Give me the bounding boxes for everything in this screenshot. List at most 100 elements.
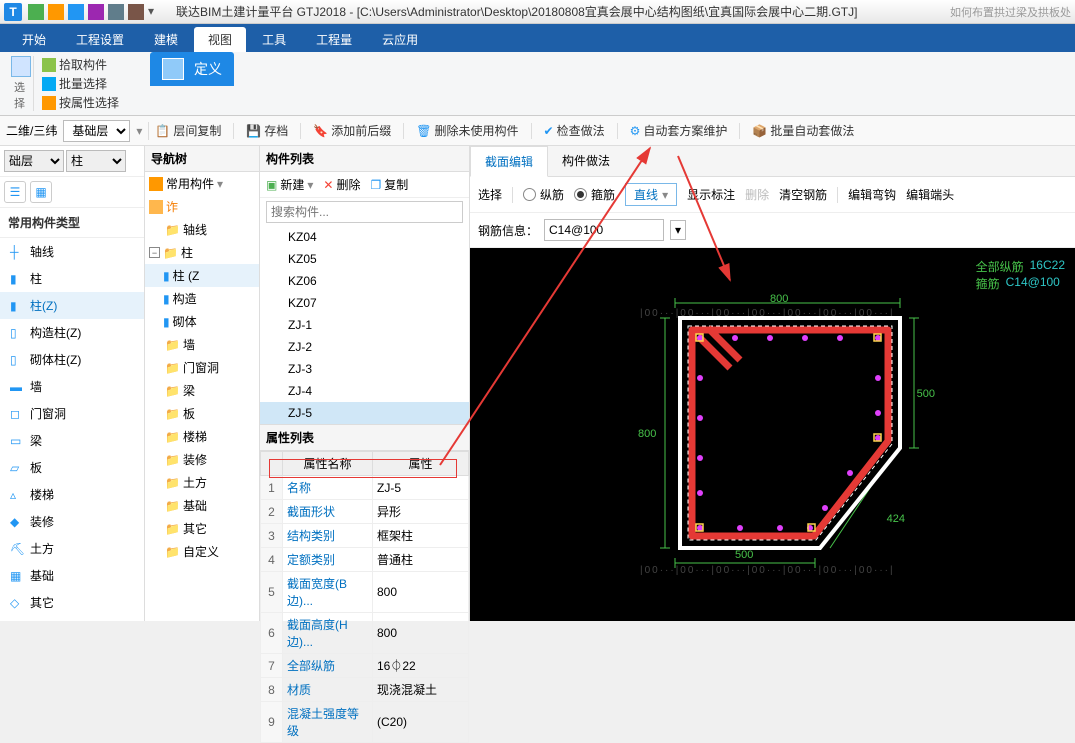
component-item-4[interactable]: ZJ-1 [260, 314, 469, 336]
category-item-0[interactable]: ┼轴线 [0, 238, 144, 265]
nav-item-6[interactable]: 📁楼梯 [145, 425, 259, 448]
nav-common-button[interactable]: 常用构件▾ [145, 172, 259, 195]
quick-access-toolbar[interactable]: ▾ [28, 4, 164, 20]
property-row-6[interactable]: 7全部纵筋16⏀22 [261, 654, 469, 678]
category-item-10[interactable]: ◆装修 [0, 508, 144, 535]
nav-item-10[interactable]: 📁其它 [145, 517, 259, 540]
subtool-2[interactable]: 🔖添加前后缀 [313, 122, 391, 139]
dimension-mode-label: 二维/三纬 [6, 122, 57, 139]
floor-select[interactable]: 础层 [4, 150, 64, 172]
property-table[interactable]: 属性名称属性 1名称ZJ-52截面形状异形3结构类别框架柱4定额类别普通柱5截面… [260, 451, 469, 743]
nav-child-1-2[interactable]: ▮砌体 [145, 310, 259, 333]
tab-component-method[interactable]: 构件做法 [548, 146, 624, 176]
layer-select[interactable]: 基础层 [63, 120, 130, 142]
component-item-5[interactable]: ZJ-2 [260, 336, 469, 358]
nav-item-0[interactable]: 📁轴线 [145, 218, 259, 241]
component-item-2[interactable]: KZ06 [260, 270, 469, 292]
category-item-12[interactable]: ▦基础 [0, 562, 144, 589]
subtool-0[interactable]: 📋层间复制 [155, 122, 221, 139]
title-bar: T ▾ 联达BIM土建计量平台 GTJ2018 - [C:\Users\Admi… [0, 0, 1075, 24]
clear-rebar-button[interactable]: 清空钢筋 [779, 186, 827, 203]
component-search-input[interactable] [266, 201, 463, 223]
nav-child-1-0[interactable]: ▮柱 (Z [145, 264, 259, 287]
edit-end-button[interactable]: 编辑端头 [906, 186, 954, 203]
radio-longitudinal[interactable]: 纵筋 [523, 186, 564, 203]
ribbon-tab-1[interactable]: 工程设置 [62, 27, 138, 52]
nav-item-2[interactable]: 📁墙 [145, 333, 259, 356]
radio-stirrup[interactable]: 箍筋 [574, 186, 615, 203]
subtool-4[interactable]: ✔检查做法 [544, 122, 605, 139]
delete-rebar-button[interactable]: 删除 [745, 186, 769, 203]
property-row-0[interactable]: 1名称ZJ-5 [261, 476, 469, 500]
select-tool[interactable]: 选择 [478, 186, 502, 203]
rebar-info-input[interactable] [544, 219, 664, 241]
category-select[interactable]: 柱 [66, 150, 126, 172]
nav-item-9[interactable]: 📁基础 [145, 494, 259, 517]
select-mode-big-icon[interactable] [11, 56, 31, 77]
category-item-7[interactable]: ▭梁 [0, 427, 144, 454]
nav-item-4[interactable]: 📁梁 [145, 379, 259, 402]
cube-icon [162, 58, 184, 80]
property-row-5[interactable]: 6截面高度(H边)...800 [261, 613, 469, 654]
nav-item-8[interactable]: 📁土方 [145, 471, 259, 494]
subtool-1[interactable]: 💾存档 [246, 122, 288, 139]
component-item-7[interactable]: ZJ-4 [260, 380, 469, 402]
view-icon-2[interactable]: ▦ [30, 181, 52, 203]
view-icon-1[interactable]: ☰ [4, 181, 26, 203]
new-button[interactable]: ▣新建▾ [266, 176, 313, 193]
category-item-5[interactable]: ▬墙 [0, 373, 144, 400]
nav-item-7[interactable]: 📁装修 [145, 448, 259, 471]
nav-item-11[interactable]: 📁自定义 [145, 540, 259, 563]
property-row-3[interactable]: 4定额类别普通柱 [261, 548, 469, 572]
section-canvas[interactable]: 全部纵筋16C22 箍筋C14@100 800 500 424 500 800 … [470, 248, 1075, 621]
batch-select-button[interactable]: 批量选择 [42, 75, 119, 92]
ribbon-tab-6[interactable]: 云应用 [368, 27, 432, 52]
select-by-property-button[interactable]: 按属性选择 [42, 94, 119, 111]
category-item-3[interactable]: ▯构造柱(Z) [0, 319, 144, 346]
show-annotation-button[interactable]: 显示标注 [687, 186, 735, 203]
ribbon-tab-0[interactable]: 开始 [8, 27, 60, 52]
ribbon-tab-2[interactable]: 建模 [140, 27, 192, 52]
property-row-1[interactable]: 2截面形状异形 [261, 500, 469, 524]
tab-section-edit[interactable]: 截面编辑 [470, 146, 548, 177]
nav-child-1-1[interactable]: ▮构造 [145, 287, 259, 310]
category-item-8[interactable]: ▱板 [0, 454, 144, 481]
subtool-5[interactable]: ⚙自动套方案维护 [630, 122, 728, 139]
property-row-4[interactable]: 5截面宽度(B边)...800 [261, 572, 469, 613]
rebar-info-dropdown[interactable]: ▾ [670, 220, 686, 240]
category-title: 常用构件类型 [0, 208, 144, 238]
edit-bend-button[interactable]: 编辑弯钩 [848, 186, 896, 203]
nav-item-1[interactable]: −📁柱 [145, 241, 259, 264]
category-item-6[interactable]: ◻门窗洞 [0, 400, 144, 427]
nav-item-5[interactable]: 📁板 [145, 402, 259, 425]
component-item-1[interactable]: KZ05 [260, 248, 469, 270]
nav-tree-title: 导航树 [145, 146, 259, 172]
ribbon-tabs: 开始工程设置建模视图工具工程量云应用 [0, 24, 1075, 52]
delete-button[interactable]: ✕删除 [323, 176, 360, 193]
component-item-3[interactable]: KZ07 [260, 292, 469, 314]
property-row-8[interactable]: 9混凝土强度等级(C20) [261, 702, 469, 743]
line-dropdown[interactable]: 直线▾ [625, 183, 677, 206]
category-item-11[interactable]: ⛏土方 [0, 535, 144, 562]
category-item-13[interactable]: ◇其它 [0, 589, 144, 616]
definition-panel-header: 定义 [150, 52, 234, 86]
category-item-14[interactable]: ✎自定义 [0, 616, 144, 621]
copy-button[interactable]: ❐复制 [370, 176, 408, 193]
ribbon-tab-4[interactable]: 工具 [248, 27, 300, 52]
component-item-8[interactable]: ZJ-5 [260, 402, 469, 424]
category-item-9[interactable]: ▵楼梯 [0, 481, 144, 508]
ribbon-tab-3[interactable]: 视图 [194, 27, 246, 52]
pick-component-button[interactable]: 拾取构件 [42, 56, 119, 73]
nav-item-3[interactable]: 📁门窗洞 [145, 356, 259, 379]
component-item-6[interactable]: ZJ-3 [260, 358, 469, 380]
category-item-2[interactable]: ▮柱(Z) [0, 292, 144, 319]
ribbon-tab-5[interactable]: 工程量 [302, 27, 366, 52]
subtool-6[interactable]: 📦批量自动套做法 [752, 122, 854, 139]
property-row-2[interactable]: 3结构类别框架柱 [261, 524, 469, 548]
property-row-7[interactable]: 8材质现浇混凝土 [261, 678, 469, 702]
subtool-3[interactable]: 🗑删除未使用构件 [416, 122, 518, 139]
category-item-1[interactable]: ▮柱 [0, 265, 144, 292]
component-item-0[interactable]: KZ04 [260, 226, 469, 248]
nav-tree-panel: 导航树 常用构件▾ 诈 📁轴线−📁柱▮柱 (Z▮构造▮砌体📁墙📁门窗洞📁梁📁板📁… [145, 146, 260, 621]
category-item-4[interactable]: ▯砌体柱(Z) [0, 346, 144, 373]
